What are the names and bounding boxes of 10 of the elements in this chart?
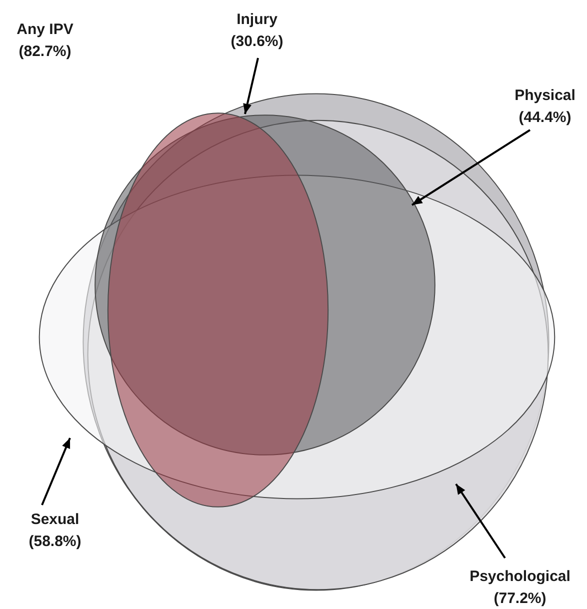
category-label: Injury	[236, 11, 278, 28]
data-label: (30.6%)	[230, 33, 284, 50]
data-label: (58.8%)	[28, 533, 82, 550]
data-label: (44.4%)	[518, 109, 572, 126]
category-label: Physical	[514, 87, 576, 104]
category-label: Any IPV	[16, 21, 74, 38]
data-label: (82.7%)	[18, 43, 72, 60]
data-label: (77.2%)	[494, 590, 546, 608]
category-label: Psychological	[470, 568, 570, 586]
category-label: Sexual	[30, 511, 80, 528]
